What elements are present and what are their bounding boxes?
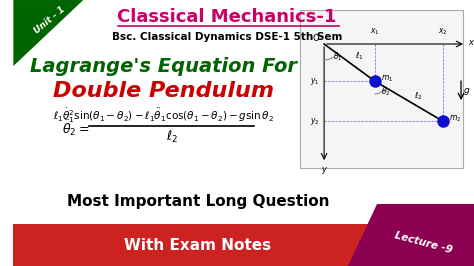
Text: Most Important Long Question: Most Important Long Question [67,193,329,209]
Text: y: y [322,165,327,174]
Text: Unit - 1: Unit - 1 [33,5,67,35]
Text: Bsc. Classical Dynamics DSE-1 5th Sem: Bsc. Classical Dynamics DSE-1 5th Sem [112,32,342,42]
FancyBboxPatch shape [300,10,463,168]
Text: $\ell_2$: $\ell_2$ [414,90,423,102]
Polygon shape [348,204,474,266]
Text: $m_1$: $m_1$ [382,73,394,84]
Text: Lagrange's Equation For: Lagrange's Equation For [30,56,297,76]
Text: $x_1$: $x_1$ [370,27,379,37]
Text: Double Pendulum: Double Pendulum [54,81,274,101]
Text: O: O [313,34,319,43]
Text: x: x [468,38,473,47]
Polygon shape [13,0,83,66]
Text: Lecture -9: Lecture -9 [393,230,453,256]
Text: $\ell_1\dot{\theta}_1^2\sin(\theta_1-\theta_2)-\ell_1\ddot{\theta}_1\cos(\theta_: $\ell_1\dot{\theta}_1^2\sin(\theta_1-\th… [53,107,274,125]
Text: $y_1$: $y_1$ [310,76,319,86]
Text: With Exam Notes: With Exam Notes [124,238,272,252]
Text: $y_2$: $y_2$ [310,115,319,127]
Text: $\ddot{\theta}_2 =$: $\ddot{\theta}_2 =$ [62,118,89,138]
Text: $\ell_2$: $\ell_2$ [166,129,178,145]
Text: $\theta_2$: $\theta_2$ [382,85,391,98]
Text: $x_2$: $x_2$ [438,27,447,37]
Text: $m_2$: $m_2$ [449,113,462,123]
Text: $\ell_1$: $\ell_1$ [355,51,364,62]
FancyBboxPatch shape [13,224,474,266]
Text: $\theta_1$: $\theta_1$ [333,50,342,63]
Text: g: g [464,85,470,94]
Text: Classical Mechanics-1: Classical Mechanics-1 [118,8,337,26]
